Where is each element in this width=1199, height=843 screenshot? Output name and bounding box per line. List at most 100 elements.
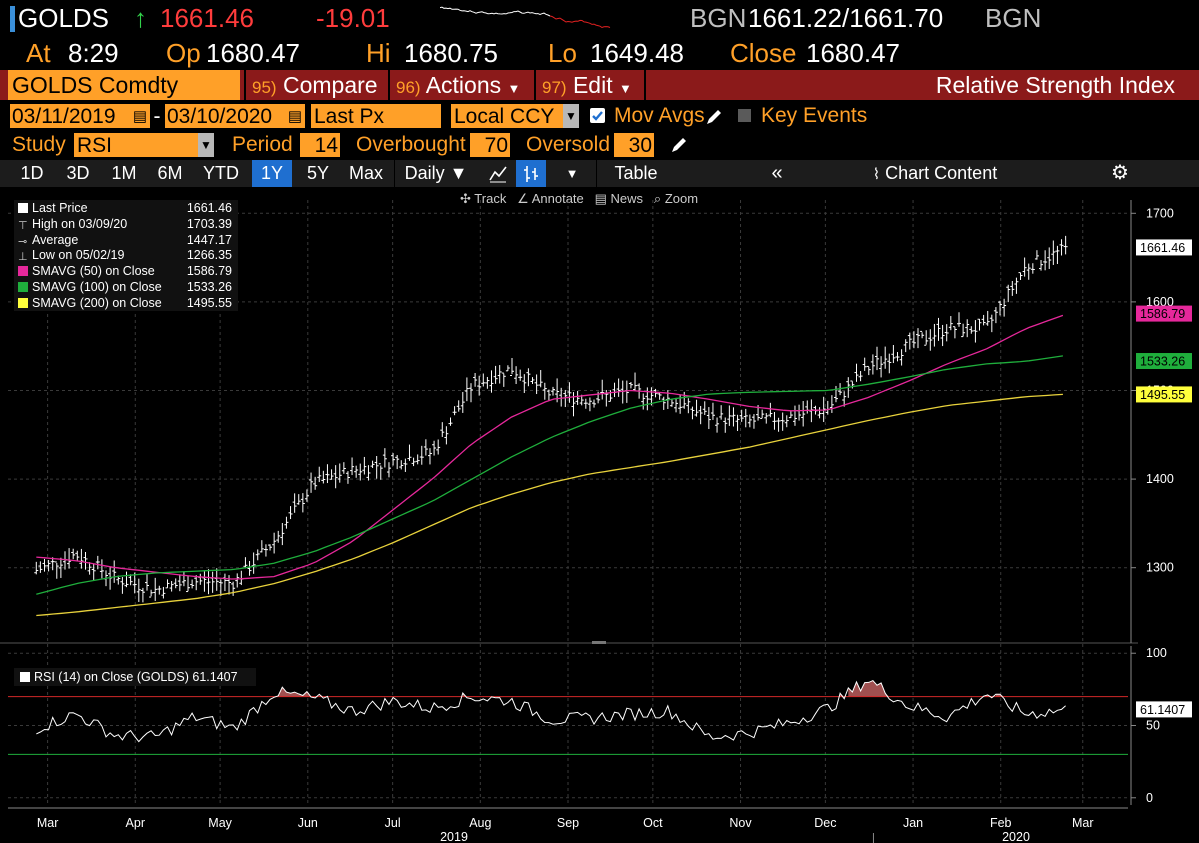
intraday-sparkline	[440, 6, 611, 29]
field-select[interactable]: Last Px	[311, 104, 441, 128]
month-label: Nov	[729, 816, 752, 830]
toolbar-separator	[394, 160, 395, 187]
date-dash: -	[150, 104, 164, 128]
checkmark-icon	[592, 111, 603, 121]
oversold-value: 30	[628, 134, 652, 157]
month-label: Sep	[557, 816, 579, 830]
legend-swatch: ⊸	[18, 235, 28, 248]
table-button[interactable]: Table	[614, 163, 658, 183]
legend-row: SMAVG (200) on Close 1495.55	[18, 296, 238, 312]
overbought-value: 70	[484, 134, 508, 157]
oversold-label: Oversold	[526, 133, 611, 156]
price-tick-label: 1300	[1146, 561, 1174, 575]
price-legend: Last Price 1661.46 ⊤ High on 03/09/20 1703.3…	[14, 200, 238, 311]
line-chart-icon[interactable]	[482, 160, 514, 187]
end-date-input[interactable]: 03/10/2020	[165, 104, 285, 128]
range-1y-button[interactable]: 1Y	[252, 160, 292, 187]
legend-swatch	[18, 203, 28, 213]
currency-dropdown-icon[interactable]: ▼	[563, 104, 579, 128]
end-calendar-icon[interactable]: ▤	[285, 104, 305, 128]
rsi-tick-label: 50	[1146, 719, 1160, 733]
rsi-line	[36, 679, 1066, 743]
rsi-legend-text: RSI (14) on Close (GOLDS) 61.1407	[34, 670, 238, 684]
settings-gear-icon[interactable]: ⚙	[1111, 162, 1129, 184]
legend-value: 1266.35	[186, 248, 232, 263]
price-bars	[34, 235, 1068, 603]
month-label: Feb	[990, 816, 1012, 830]
last-price: 1661.46	[160, 3, 254, 33]
collapse-icon[interactable]: «	[771, 162, 783, 184]
key-events-checkbox[interactable]	[738, 109, 751, 122]
legend-label: SMAVG (50) on Close	[32, 264, 155, 279]
legend-row: SMAVG (50) on Close 1586.79	[18, 264, 238, 280]
range-6m-button[interactable]: 6M	[157, 163, 183, 183]
currency-select[interactable]: Local CCY	[451, 104, 563, 128]
start-date-input[interactable]: 03/11/2019	[10, 104, 130, 128]
range-3d-button[interactable]: 3D	[66, 163, 90, 183]
mov-avgs-label: Mov Avgs	[614, 104, 705, 127]
news-tool[interactable]: ▤ News	[595, 191, 643, 206]
range-1m-button[interactable]: 1M	[111, 163, 137, 183]
compare-button[interactable]: 95) Compare	[244, 70, 384, 100]
chart-content-button[interactable]: ⌇ Chart Content	[800, 160, 1070, 187]
bar-chart-icon[interactable]	[516, 160, 546, 187]
legend-label: Last Price	[32, 201, 88, 215]
security-field[interactable]: GOLDS Comdty	[8, 70, 240, 100]
actions-num: 96)	[396, 78, 421, 97]
price-chart[interactable]: 130014001500160017001661.461586.791533.2…	[0, 188, 1199, 843]
annotate-tool[interactable]: ∠ Annotate	[517, 191, 584, 206]
annotate-icon: ∠	[517, 191, 529, 206]
legend-swatch	[18, 266, 28, 277]
range-max-button[interactable]: Max	[348, 163, 383, 183]
field-value: Last Px	[314, 105, 385, 128]
sma-100-line	[36, 355, 1063, 595]
quote-header: GOLDS ↑ 1661.46 -19.01 BGN 1661.22/1661.…	[0, 0, 1199, 36]
edit-button[interactable]: 97) Edit ▼	[534, 70, 642, 100]
price-change: -19.01	[316, 3, 390, 33]
function-title: Relative Strength Index	[644, 70, 1193, 100]
legend-value: 1703.39	[186, 216, 232, 231]
compare-label: Compare	[282, 72, 378, 98]
period-value: 14	[314, 134, 338, 157]
x-axis: Mar Apr May Jun Jul Aug Sep Oct Nov Dec Jan Feb Mar 2…	[8, 807, 1128, 843]
legend-value: 1661.46	[186, 201, 232, 215]
chart-type-dropdown-icon[interactable]: ▼	[565, 166, 579, 181]
track-label: Track	[474, 191, 507, 206]
legend-swatch: ⊤	[18, 219, 28, 232]
toolbar-separator-2	[596, 160, 597, 187]
track-tool[interactable]: ✣ Track	[460, 191, 506, 206]
chart-tools: ✣ Track ∠ Annotate ▤ News ⌕ Zoom	[460, 190, 698, 208]
rsi-value-tag-label: 61.1407	[1140, 703, 1185, 717]
month-label: Aug	[469, 816, 491, 830]
rsi-tick-label: 0	[1146, 791, 1153, 805]
range-ytd-button[interactable]: YTD	[203, 163, 239, 183]
edit-num: 97)	[542, 78, 567, 97]
legend-label: High on 03/09/20	[32, 216, 128, 231]
study-pencil-icon[interactable]	[670, 136, 688, 154]
study-select[interactable]: RSI	[74, 133, 198, 157]
edit-dropdown-icon: ▼	[619, 81, 632, 96]
bgn-label: BGN	[690, 3, 747, 33]
legend-swatch	[18, 281, 28, 292]
period-input[interactable]: 14	[300, 133, 340, 157]
price-value-tag-label: 1586.79	[1140, 307, 1185, 321]
zoom-tool[interactable]: ⌕ Zoom	[654, 191, 698, 206]
actions-button[interactable]: 96) Actions ▼	[388, 70, 530, 100]
frequency-select[interactable]: Daily ▼	[404, 163, 468, 183]
start-calendar-icon[interactable]: ▤	[130, 104, 150, 128]
overbought-input[interactable]: 70	[470, 133, 510, 157]
panel-resize-handle	[592, 641, 606, 644]
mov-avgs-checkbox[interactable]	[590, 108, 605, 123]
legend-row: ⊤ High on 03/09/20 1703.39	[18, 217, 238, 233]
range-5y-button[interactable]: 5Y	[306, 163, 330, 183]
month-label: Mar	[37, 816, 59, 830]
overbought-label: Overbought	[356, 133, 466, 156]
range-1d-button[interactable]: 1D	[20, 163, 44, 183]
high-label: Hi	[366, 38, 391, 68]
study-dropdown-icon[interactable]: ▼	[198, 133, 214, 157]
pencil-icon[interactable]	[705, 108, 723, 126]
ticker[interactable]: GOLDS	[18, 3, 110, 33]
year-label-2019: 2019	[440, 830, 468, 843]
oversold-input[interactable]: 30	[614, 133, 654, 157]
year-label-2020: 2020	[1002, 830, 1030, 843]
